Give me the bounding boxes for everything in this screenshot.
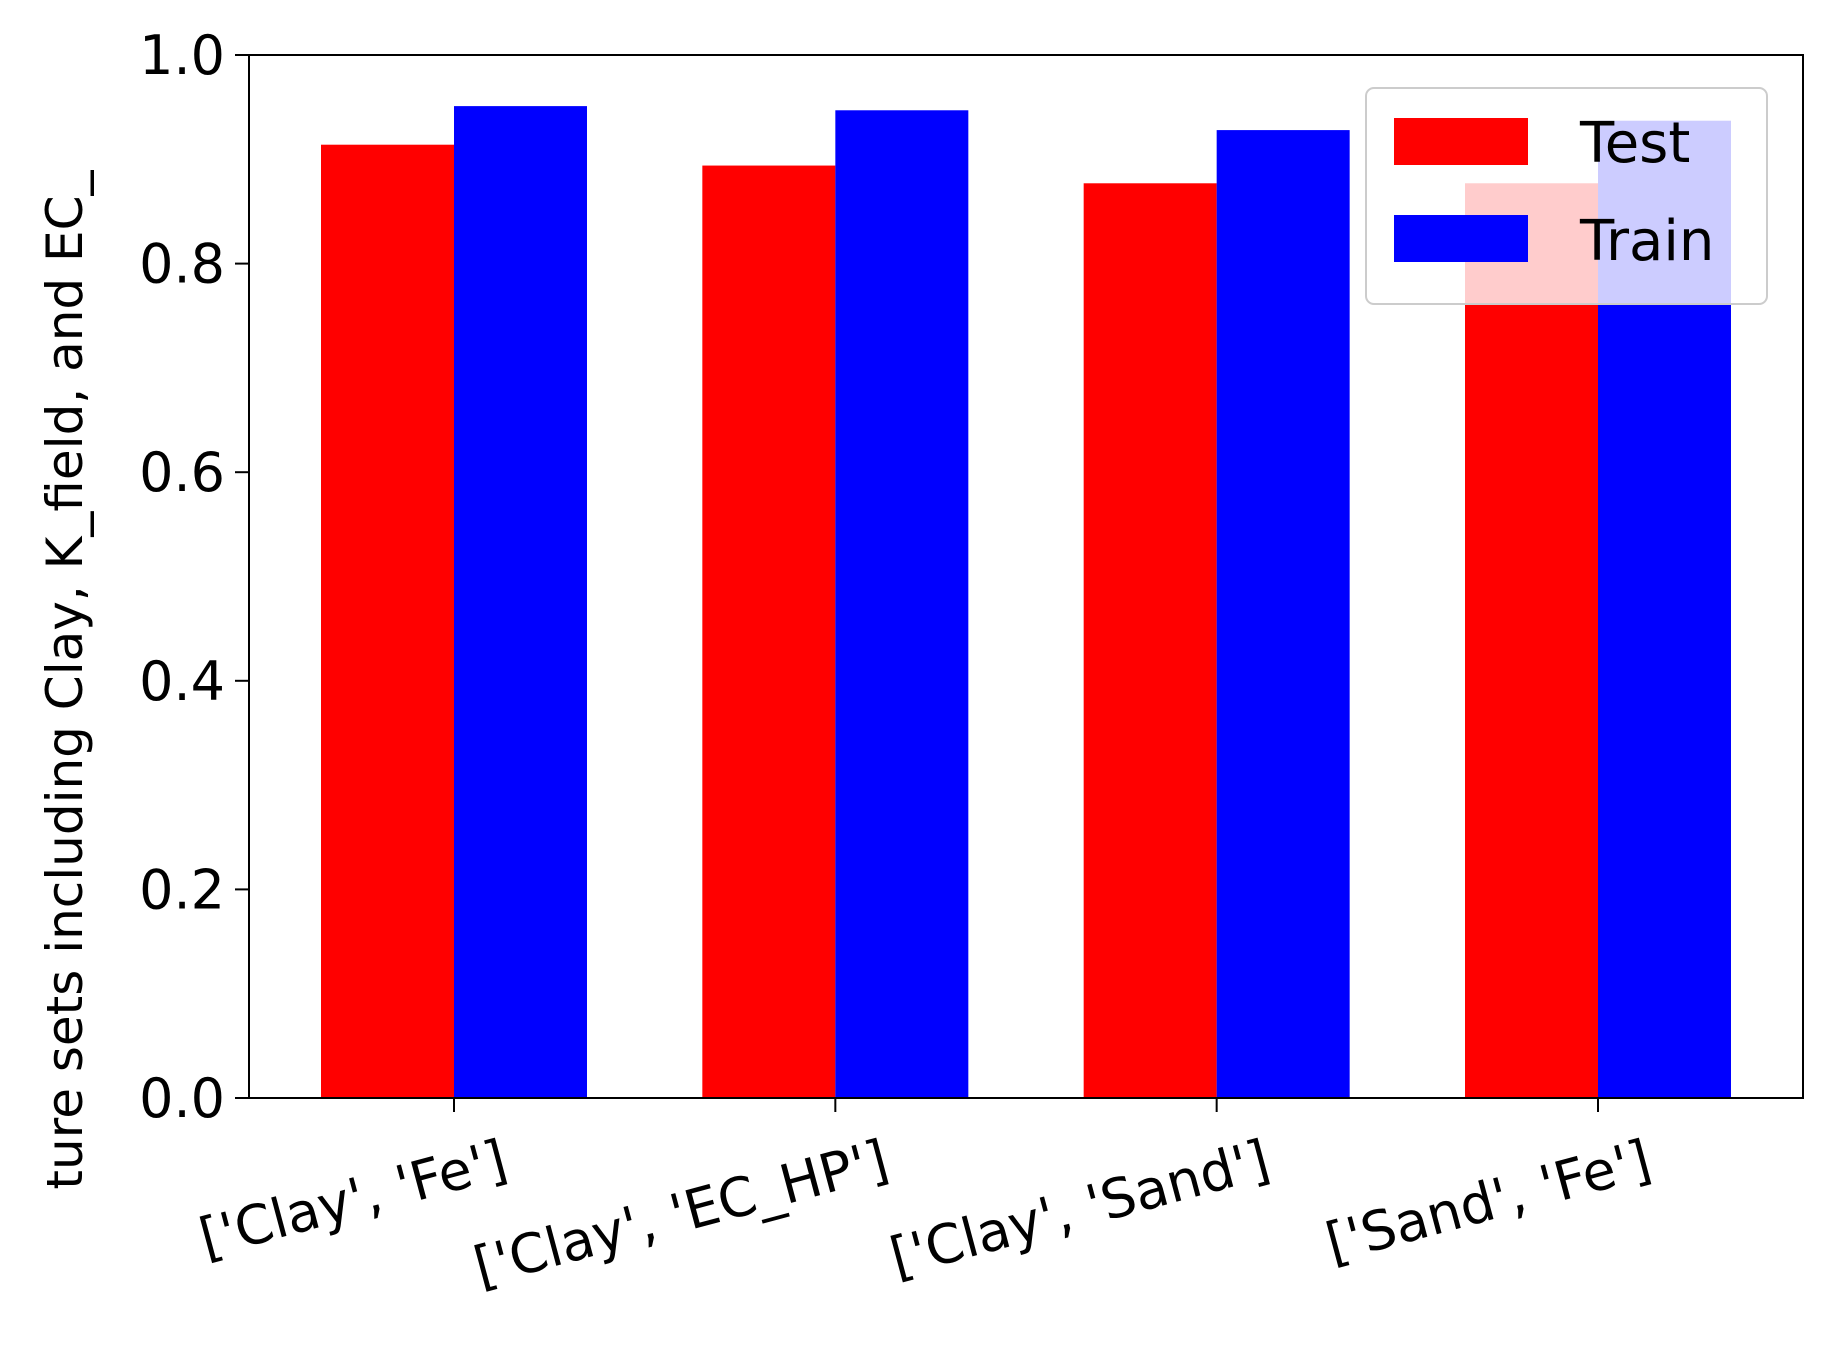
bar-train-1 bbox=[835, 110, 969, 1099]
x-tick-label-3: ['Sand', 'Fe'] bbox=[1319, 1128, 1657, 1275]
plot-frame bbox=[248, 54, 1804, 1099]
y-tick-label-2: 0.4 bbox=[139, 650, 225, 713]
x-axis: ['Clay', 'Fe']['Clay', 'EC_HP']['Clay', … bbox=[193, 1098, 1657, 1299]
x-tick-label-1: ['Clay', 'EC_HP'] bbox=[467, 1128, 894, 1299]
bar-test-2 bbox=[1083, 183, 1217, 1098]
y-tick-label-4: 0.8 bbox=[139, 233, 225, 296]
legend-swatch-test bbox=[1394, 118, 1528, 165]
bar-test-0 bbox=[321, 144, 454, 1098]
legend-label-train: Train bbox=[1579, 209, 1714, 274]
legend: Test Train bbox=[1365, 87, 1768, 305]
y-axis-label: ture sets including Clay, K_field, and E… bbox=[36, 169, 94, 1189]
y-tick-label-3: 0.6 bbox=[139, 441, 225, 504]
y-tick-label-5: 1.0 bbox=[139, 24, 225, 87]
bar-train-0 bbox=[454, 106, 587, 1099]
bar-train-2 bbox=[1216, 130, 1350, 1098]
bars-group bbox=[321, 106, 1731, 1099]
legend-swatch-train bbox=[1394, 215, 1528, 262]
bar-test-3 bbox=[1465, 183, 1598, 1098]
legend-label-test: Test bbox=[1579, 111, 1690, 176]
y-axis: 0.0 0.2 0.4 0.6 0.8 1.0 bbox=[139, 24, 249, 1130]
y-tick-label-0: 0.0 bbox=[139, 1067, 225, 1130]
x-tick-label-0: ['Clay', 'Fe'] bbox=[193, 1128, 514, 1270]
x-tick-label-2: ['Clay', 'Sand'] bbox=[884, 1128, 1277, 1290]
y-tick-label-1: 0.2 bbox=[139, 858, 225, 921]
bar-test-1 bbox=[702, 165, 836, 1099]
